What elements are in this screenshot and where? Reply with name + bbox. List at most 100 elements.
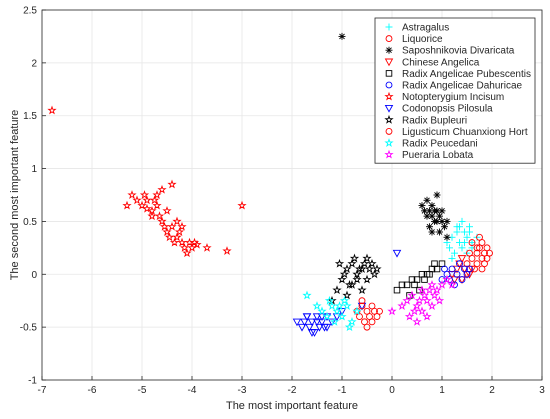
data-point [421, 207, 428, 215]
data-point [367, 258, 377, 268]
legend-marker [384, 104, 394, 113]
data-point [431, 260, 438, 267]
data-point [437, 279, 447, 289]
data-point [376, 307, 383, 315]
legend-entry: Pueraria Lobata [402, 150, 474, 161]
data-point [453, 270, 461, 278]
data-point [412, 316, 422, 326]
data-point [342, 290, 352, 300]
data-point [434, 295, 445, 305]
data-point [363, 323, 371, 331]
x-axis-label: The most important feature [226, 400, 358, 412]
data-point [433, 207, 441, 215]
legend-entry: Astragalus [402, 23, 449, 34]
data-point [192, 239, 202, 249]
y-tick-label: 0.5 [23, 217, 37, 228]
data-point [302, 313, 312, 321]
data-point [292, 318, 302, 327]
legend-marker [384, 91, 394, 101]
x-tick-label: -2 [288, 385, 297, 396]
y-tick-label: 2.5 [23, 6, 37, 17]
data-point [302, 290, 312, 300]
data-point [473, 244, 481, 252]
data-point [456, 239, 463, 247]
data-point [411, 281, 418, 289]
data-point [122, 200, 132, 210]
data-point [409, 306, 420, 316]
data-point [202, 242, 212, 252]
data-point [422, 295, 432, 305]
data-point [167, 221, 177, 231]
data-point [315, 323, 324, 332]
legend-marker [384, 114, 394, 124]
data-point [237, 200, 247, 210]
data-point [356, 313, 363, 320]
data-point [357, 264, 367, 273]
legend-entry: Liquorice [402, 34, 443, 45]
data-point [334, 258, 345, 268]
y-tick-label: -1 [28, 376, 37, 387]
data-point [438, 207, 446, 215]
data-point [349, 253, 360, 263]
data-point [358, 297, 366, 305]
data-point [466, 249, 473, 257]
legend-entry: Ligusticum Chuanxiong Hort [402, 127, 528, 138]
data-point [432, 285, 442, 295]
legend-marker [385, 70, 393, 77]
data-point [332, 313, 342, 321]
data-point [392, 249, 402, 258]
legend-marker [384, 149, 394, 159]
data-point [159, 221, 170, 231]
data-point [174, 227, 185, 236]
data-point [297, 323, 307, 332]
data-point [441, 265, 448, 273]
legend-marker [385, 127, 393, 135]
y-tick-label: -0.5 [20, 323, 38, 334]
data-point [342, 301, 352, 310]
data-point [404, 311, 415, 321]
data-point [329, 316, 340, 326]
plot-frame [41, 9, 543, 381]
data-point [344, 322, 355, 332]
data-point [426, 223, 433, 231]
data-point [362, 253, 372, 263]
data-point [412, 301, 422, 310]
legend-entry: Radix Peucedani [402, 139, 478, 150]
data-point [162, 227, 172, 236]
data-point [312, 301, 322, 310]
data-point [324, 295, 335, 305]
data-point [465, 271, 474, 279]
legend-marker [385, 35, 393, 43]
legend-entry: Notopterygium Incisum [402, 92, 504, 103]
data-point [327, 301, 337, 310]
data-point [403, 281, 411, 289]
data-point [177, 237, 187, 247]
data-point [347, 258, 357, 268]
data-point [447, 279, 457, 289]
data-point [428, 202, 436, 210]
data-point [461, 228, 468, 236]
y-axis-ticks: -1 -0.5 0 0.5 1 1.5 2 2.5 [20, 6, 46, 387]
data-point [457, 255, 467, 263]
legend-entry: Radix Bupleuri [402, 115, 467, 126]
data-point [451, 249, 458, 257]
data-point [428, 228, 436, 236]
data-point [337, 311, 347, 321]
data-point [142, 195, 152, 205]
data-point [359, 258, 370, 268]
data-point [342, 264, 352, 273]
data-point [182, 248, 192, 258]
data-point [417, 306, 427, 316]
data-point [317, 306, 327, 316]
data-point [339, 295, 350, 305]
data-point [427, 279, 437, 289]
x-tick-label: -7 [38, 385, 47, 396]
data-point [152, 200, 162, 210]
data-point [398, 281, 406, 289]
data-point [443, 233, 451, 241]
data-point [438, 260, 446, 267]
data-point [162, 205, 172, 215]
data-point [421, 276, 428, 283]
data-point [458, 276, 466, 283]
